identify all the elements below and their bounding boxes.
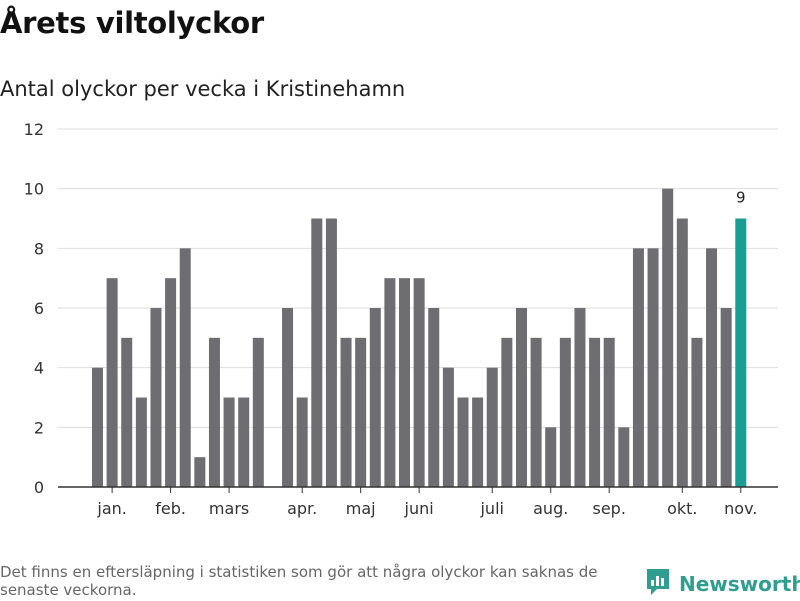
x-tick-label: juli (479, 499, 503, 518)
bar (135, 397, 147, 487)
bar (282, 308, 294, 487)
bar (589, 337, 601, 487)
brand-logo: Newsworthy (645, 568, 800, 600)
bar-chart: 0 2 4 6 8 10 12 9 jan. feb. mars apr. maj juni juli a… (24, 120, 778, 518)
bar (296, 397, 308, 487)
bar (106, 278, 118, 487)
y-tick-label: 8 (34, 239, 44, 258)
bar (223, 397, 235, 487)
bar (720, 308, 732, 487)
chart-title: Årets viltolyckor (0, 6, 264, 40)
bar (384, 278, 396, 487)
bar (355, 337, 367, 487)
bar (165, 278, 177, 487)
x-tick-label: okt. (667, 499, 697, 518)
bar (647, 248, 659, 487)
brand-name: Newsworthy (679, 572, 800, 596)
bar (325, 218, 337, 487)
bar (501, 337, 513, 487)
bar (486, 367, 498, 487)
bar (92, 367, 103, 487)
footer-note: Det finns en eftersläpning i statistiken… (0, 563, 598, 599)
bar (413, 278, 425, 487)
y-tick-label: 10 (24, 180, 44, 199)
y-tick-label: 2 (34, 418, 44, 437)
bar (515, 308, 527, 487)
bar (311, 218, 323, 487)
bar (691, 337, 703, 487)
bar (150, 308, 162, 487)
x-tick-label: mars (209, 499, 249, 518)
bar (632, 248, 644, 487)
x-axis-month-labels: jan. feb. mars apr. maj juni juli aug. sep. okt. n… (96, 487, 757, 518)
bar (545, 427, 557, 487)
bar (662, 188, 674, 488)
x-tick-label: juni (404, 499, 434, 518)
bar-chart-speech-bubble-icon (645, 567, 671, 601)
bar (676, 218, 688, 487)
bar (340, 337, 352, 487)
bar (208, 337, 220, 487)
x-tick-label: aug. (533, 499, 568, 518)
bar (252, 337, 264, 487)
x-tick-label: sep. (592, 499, 625, 518)
bar (530, 337, 542, 487)
x-tick-label: feb. (155, 499, 186, 518)
x-tick-label: jan. (96, 499, 126, 518)
data-label: 9 (736, 189, 746, 207)
bar (121, 337, 133, 487)
data-labels: 9 (736, 189, 746, 207)
bar (399, 278, 411, 487)
bar (618, 427, 630, 487)
y-tick-label: 0 (34, 478, 44, 497)
bar (428, 308, 440, 487)
x-tick-label: maj (346, 499, 376, 518)
chart-subtitle: Antal olyckor per vecka i Kristinehamn (0, 77, 406, 101)
bar (559, 337, 571, 487)
y-axis-ticks: 0 2 4 6 8 10 12 (24, 120, 44, 497)
bar (179, 248, 191, 487)
bar (574, 308, 586, 487)
bar (442, 367, 454, 487)
y-tick-label: 4 (34, 359, 44, 378)
bar (238, 397, 250, 487)
y-tick-label: 12 (24, 120, 44, 139)
bar (194, 457, 206, 487)
bar-current-week (735, 218, 747, 487)
bars (92, 188, 747, 488)
bar (472, 397, 484, 487)
bar (457, 397, 469, 487)
x-tick-label: apr. (287, 499, 317, 518)
bar (369, 308, 381, 487)
bar (706, 248, 718, 487)
bar (603, 337, 615, 487)
x-tick-label: nov. (724, 499, 757, 518)
y-tick-label: 6 (34, 299, 44, 318)
